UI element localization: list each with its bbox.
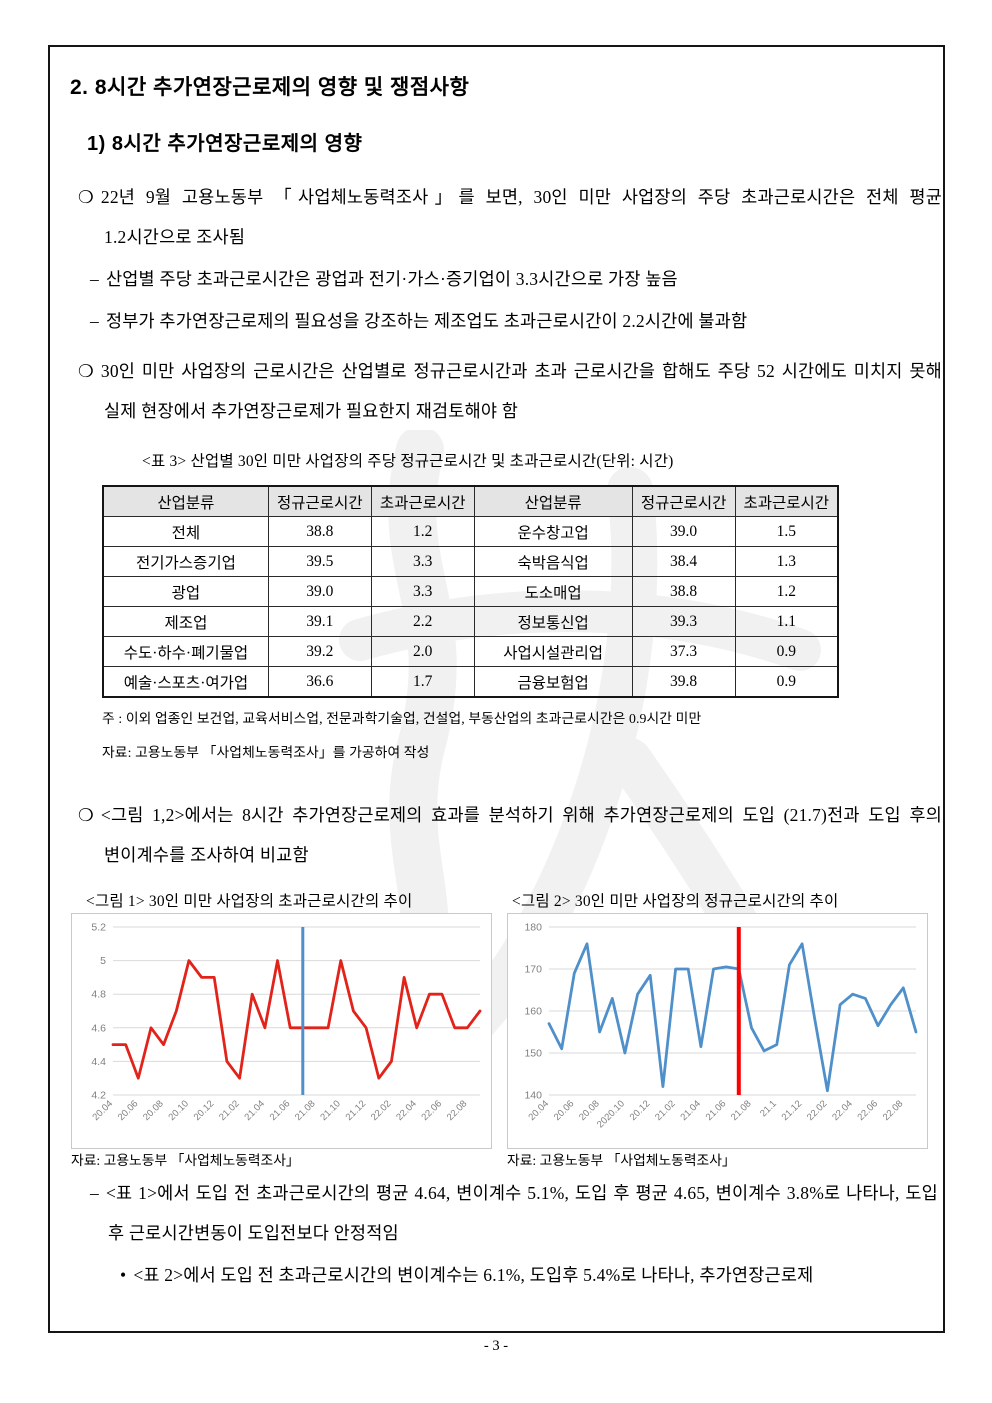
table-cell: 2.2 bbox=[370, 606, 475, 637]
table-cell: 도소매업 bbox=[473, 576, 633, 607]
table-header-cell: 산업분류 bbox=[102, 485, 269, 517]
figure2-source: 자료: 고용노동부 「사업체노동력조사」 bbox=[507, 1153, 736, 1168]
table-cell: 사업시설관리업 bbox=[473, 636, 633, 667]
table-row: 제조업 39.1 2.2 정보통신업 39.3 1.1 bbox=[102, 606, 839, 637]
table-cell: 39.5 bbox=[267, 546, 372, 577]
table-cell: 운수창고업 bbox=[473, 516, 633, 547]
table-cell: 숙박음식업 bbox=[473, 546, 633, 577]
svg-text:4.4: 4.4 bbox=[91, 1056, 106, 1068]
table-cell: 1.7 bbox=[370, 666, 475, 698]
table-header-cell: 정규근로시간 bbox=[267, 485, 372, 517]
table-source: 자료: 고용노동부 「사업체노동력조사」를 가공하여 작성 bbox=[102, 745, 430, 760]
table-cell: 전체 bbox=[102, 516, 269, 547]
figure1-source: 자료: 고용노동부 「사업체노동력조사」 bbox=[71, 1153, 300, 1168]
svg-text:4.6: 4.6 bbox=[91, 1022, 106, 1034]
table-row: 전체 38.8 1.2 운수창고업 39.0 1.5 bbox=[102, 516, 839, 547]
dot-bullet-icon: • bbox=[120, 1265, 127, 1285]
svg-text:180: 180 bbox=[524, 922, 542, 934]
dash-item-manufacturing: – 정부가 추가연장근로제의 필요성을 강조하는 제조업도 초과근로시간이 2.2… bbox=[90, 311, 748, 331]
table-header-cell: 초과근로시간 bbox=[370, 485, 475, 517]
bullet-figure-intro: ❍ <그림 1,2>에서는 8시간 추가연장근로제의 효과를 분석하기 위해 추가… bbox=[78, 805, 942, 865]
subsection-title: 1) 8시간 추가연장근로제의 영향 bbox=[87, 133, 363, 155]
table-cell: 39.0 bbox=[631, 516, 736, 547]
table-cell: 39.2 bbox=[267, 636, 372, 667]
table-cell: 39.1 bbox=[267, 606, 372, 637]
table-cell: 광업 bbox=[102, 576, 269, 607]
circle-bullet-icon: ❍ bbox=[78, 805, 94, 825]
svg-text:150: 150 bbox=[524, 1048, 542, 1060]
table-cell: 1.5 bbox=[734, 516, 839, 547]
industry-table: 산업분류 정규근로시간 초과근로시간 산업분류 정규근로시간 초과근로시간 전체 38.8 1… bbox=[102, 485, 839, 698]
table-cell: 1.2 bbox=[734, 576, 839, 607]
table-note: 주 : 이외 업종인 보건업, 교육서비스업, 전문과학기술업, 건설업, 부동… bbox=[102, 711, 702, 726]
dash-bullet-icon: – bbox=[90, 311, 99, 331]
table-cell: 3.3 bbox=[370, 576, 475, 607]
page-number: - 3 - bbox=[483, 1338, 509, 1354]
table-cell: 39.8 bbox=[631, 666, 736, 698]
bullet-overtime-survey: ❍ 22년 9월 고용노동부 「사업체노동력조사」를 보면, 30인 미만 사업장… bbox=[78, 187, 942, 247]
dash-item-table1-result: – <표 1>에서 도입 전 초과근로시간의 평균 4.64, 변이계수 5.1%… bbox=[90, 1183, 938, 1243]
dot-item-table2-result: • <표 2>에서 도입 전 초과근로시간의 변이계수는 6.1%, 도입후 5.… bbox=[120, 1265, 814, 1285]
table-header-row: 산업분류 정규근로시간 초과근로시간 산업분류 정규근로시간 초과근로시간 bbox=[102, 485, 839, 517]
table-cell: 3.3 bbox=[370, 546, 475, 577]
svg-text:140: 140 bbox=[524, 1090, 542, 1102]
section-title: 2. 8시간 추가연장근로제의 영향 및 쟁점사항 bbox=[70, 76, 470, 99]
svg-text:5.2: 5.2 bbox=[91, 922, 106, 934]
table-cell: 37.3 bbox=[631, 636, 736, 667]
table-row: 광업 39.0 3.3 도소매업 38.8 1.2 bbox=[102, 576, 839, 607]
table-cell: 1.3 bbox=[734, 546, 839, 577]
table-header-cell: 초과근로시간 bbox=[734, 485, 839, 517]
table-header-cell: 정규근로시간 bbox=[631, 485, 736, 517]
table-cell: 38.8 bbox=[631, 576, 736, 607]
table-cell: 2.0 bbox=[370, 636, 475, 667]
figure2-caption: <그림 2> 30인 미만 사업장의 정규근로시간의 추이 bbox=[512, 893, 839, 910]
table-row: 전기가스증기업 39.5 3.3 숙박음식업 38.4 1.3 bbox=[102, 546, 839, 577]
table-cell: 0.9 bbox=[734, 666, 839, 698]
table-cell: 39.3 bbox=[631, 606, 736, 637]
table-cell: 1.2 bbox=[370, 516, 475, 547]
dash-bullet-icon: – bbox=[90, 1183, 99, 1203]
table-cell: 1.1 bbox=[734, 606, 839, 637]
svg-text:4.8: 4.8 bbox=[91, 989, 106, 1001]
figure1-caption: <그림 1> 30인 미만 사업장의 초과근로시간의 추이 bbox=[86, 893, 413, 910]
table-cell: 39.0 bbox=[267, 576, 372, 607]
table-row: 예술·스포츠·여가업 36.6 1.7 금융보험업 39.8 0.9 bbox=[102, 666, 839, 698]
table-row: 수도·하수·폐기물업 39.2 2.0 사업시설관리업 37.3 0.9 bbox=[102, 636, 839, 667]
circle-bullet-icon: ❍ bbox=[78, 187, 94, 207]
overtime-hours-line-chart: 4.24.44.64.855.220.04 20.06 20.08 20.10 20.1… bbox=[71, 913, 492, 1149]
table-cell: 예술·스포츠·여가업 bbox=[102, 666, 269, 698]
table-caption: <표 3> 산업별 30인 미만 사업장의 주당 정규근로시간 및 초과근로시간… bbox=[142, 453, 674, 470]
table-cell: 0.9 bbox=[734, 636, 839, 667]
table-cell: 38.4 bbox=[631, 546, 736, 577]
table-cell: 전기가스증기업 bbox=[102, 546, 269, 577]
table-cell: 제조업 bbox=[102, 606, 269, 637]
table-cell: 38.8 bbox=[267, 516, 372, 547]
svg-text:5: 5 bbox=[100, 955, 106, 967]
table-cell: 금융보험업 bbox=[473, 666, 633, 698]
dash-item-industry-high: – 산업별 주당 초과근로시간은 광업과 전기·가스·증기업이 3.3시간으로 가… bbox=[90, 269, 678, 289]
circle-bullet-icon: ❍ bbox=[78, 361, 94, 381]
dash-bullet-icon: – bbox=[90, 269, 99, 289]
table-header-cell: 산업분류 bbox=[473, 485, 633, 517]
svg-text:170: 170 bbox=[524, 964, 542, 976]
svg-text:160: 160 bbox=[524, 1006, 542, 1018]
page-border: 2. 8시간 추가연장근로제의 영향 및 쟁점사항 1) 8시간 추가연장근로제… bbox=[48, 45, 945, 1333]
table-cell: 수도·하수·폐기물업 bbox=[102, 636, 269, 667]
table-cell: 정보통신업 bbox=[473, 606, 633, 637]
table-cell: 36.6 bbox=[267, 666, 372, 698]
bullet-52hours: ❍ 30인 미만 사업장의 근로시간은 산업별로 정규근로시간과 초과 근로시간을… bbox=[78, 361, 942, 421]
svg-text:4.2: 4.2 bbox=[91, 1090, 106, 1102]
